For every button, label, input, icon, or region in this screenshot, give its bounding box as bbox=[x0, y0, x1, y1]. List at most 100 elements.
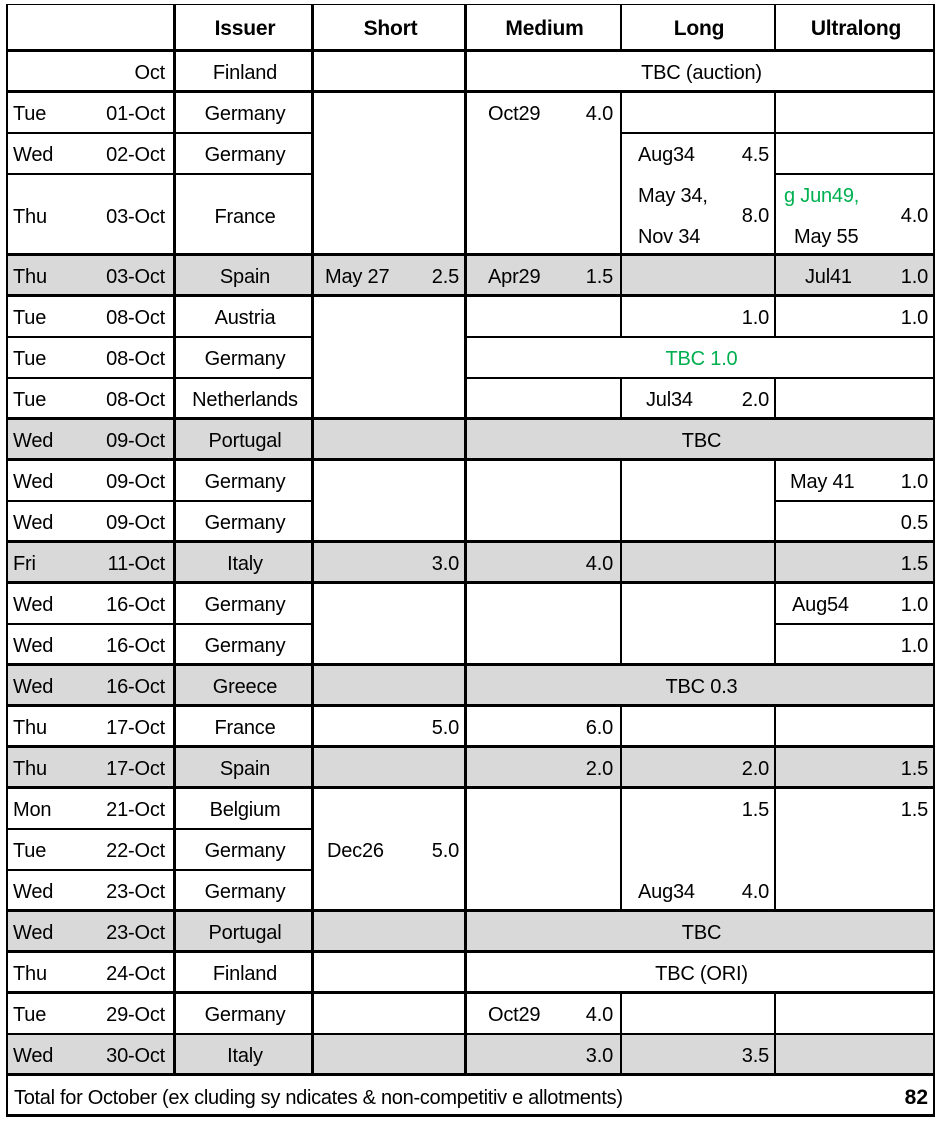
cell-medium: Apr29 1.5 bbox=[466, 255, 621, 296]
cell-ultralong-size: 4.0 bbox=[900, 205, 928, 227]
rule-col-date-issuer bbox=[173, 4, 175, 1075]
cell-day: Wed bbox=[13, 922, 54, 944]
cell-short bbox=[313, 51, 466, 92]
cell-date: 30-Oct bbox=[106, 1045, 165, 1067]
cell-long-size: 4.0 bbox=[741, 881, 769, 903]
cell-date: 09-Oct bbox=[106, 430, 165, 452]
cell-long: 3.5 bbox=[621, 1034, 775, 1075]
cell-long-size: 3.5 bbox=[741, 1045, 769, 1067]
cell-date: 08-Oct bbox=[106, 307, 165, 329]
cell-medium-size: 4.0 bbox=[585, 103, 613, 125]
header-label-ultralong: Ultralong bbox=[810, 17, 902, 40]
cell-date: 02-Oct bbox=[106, 144, 165, 166]
cell-date: 09-Oct bbox=[106, 512, 165, 534]
cell-ultralong: g Jun49, May 55 4.0 bbox=[775, 174, 935, 255]
cell-short bbox=[313, 747, 466, 788]
cell-medium: 3.0 bbox=[466, 1034, 621, 1075]
cell-issuer: Spain bbox=[175, 747, 313, 788]
cell-long-tenor-line2: Nov 34 bbox=[638, 226, 701, 248]
cell-long bbox=[621, 460, 775, 542]
cell-short-tenor: Dec26 bbox=[327, 840, 384, 862]
cell-issuer-label: Portugal bbox=[208, 430, 282, 452]
cell-date: 01-Oct bbox=[106, 103, 165, 125]
cell-ultralong-tenor: May 41 bbox=[790, 471, 855, 493]
rule-under-header bbox=[6, 49, 935, 52]
cell-issuer-label: Germany bbox=[204, 144, 286, 166]
cell-date: 03-Oct bbox=[106, 266, 165, 288]
table-row: Tue 08-Oct bbox=[6, 337, 175, 378]
cell-medium-tenor: Oct29 bbox=[488, 103, 541, 125]
span-note-label: TBC 0.3 bbox=[665, 676, 738, 698]
cell-issuer: Germany bbox=[175, 624, 313, 665]
rule-block-sep bbox=[6, 909, 935, 912]
cell-day: Thu bbox=[13, 717, 47, 739]
cell-long-tenor: Aug34 bbox=[638, 144, 695, 166]
cell-issuer: Netherlands bbox=[175, 378, 313, 419]
span-note-label: TBC bbox=[681, 922, 722, 944]
cell-long-size: 1.5 bbox=[741, 799, 769, 821]
cell-span-note: TBC (ORI) bbox=[466, 952, 935, 993]
rule-col-issuer-short bbox=[311, 4, 313, 1075]
span-note-label: TBC bbox=[681, 430, 722, 452]
rule-block-sep bbox=[6, 745, 935, 748]
header-cell-ultralong: Ultralong bbox=[775, 4, 935, 51]
table-row: Wed 09-Oct bbox=[6, 460, 175, 501]
cell-date: 03-Oct bbox=[106, 206, 165, 228]
cell-day: Wed bbox=[13, 881, 54, 903]
table-row: Wed 16-Oct bbox=[6, 583, 175, 624]
cell-long bbox=[621, 706, 775, 747]
cell-long: 1.5 Aug34 4.0 bbox=[621, 788, 775, 911]
cell-date: 17-Oct bbox=[106, 758, 165, 780]
cell-short bbox=[313, 92, 466, 255]
rule-block-sep bbox=[6, 704, 935, 707]
cell-issuer: Germany bbox=[175, 829, 313, 870]
cell-issuer-label: France bbox=[214, 206, 276, 228]
cell-ultralong bbox=[775, 1034, 935, 1075]
table-row: Thu 03-Oct bbox=[6, 255, 175, 296]
cell-ultralong-size: 1.0 bbox=[900, 635, 928, 657]
table-row: Wed 30-Oct bbox=[6, 1034, 175, 1075]
cell-medium-size: 3.0 bbox=[585, 1045, 613, 1067]
rule-col-short-medium bbox=[464, 4, 466, 1075]
cell-issuer-label: Germany bbox=[204, 471, 286, 493]
cell-long bbox=[621, 542, 775, 583]
cell-medium bbox=[466, 788, 621, 911]
cell-medium: Oct29 4.0 bbox=[466, 993, 621, 1034]
cell-day: Wed bbox=[13, 512, 54, 534]
cell-day: Tue bbox=[13, 1004, 47, 1026]
cell-long-size: 2.0 bbox=[741, 758, 769, 780]
cell-day: Tue bbox=[13, 348, 47, 370]
cell-medium bbox=[466, 378, 621, 419]
table-row: Wed 23-Oct bbox=[6, 911, 175, 952]
rule-block-sep bbox=[6, 663, 935, 666]
cell-issuer-label: Germany bbox=[204, 881, 286, 903]
rule-block-sep bbox=[6, 991, 935, 994]
cell-ultralong: Jul41 1.0 bbox=[775, 255, 935, 296]
cell-medium: 4.0 bbox=[466, 542, 621, 583]
table-row: Tue 22-Oct bbox=[6, 829, 175, 870]
cell-day: Wed bbox=[13, 144, 54, 166]
cell-short bbox=[313, 296, 466, 419]
cell-day: Fri bbox=[13, 553, 36, 575]
cell-day: Wed bbox=[13, 635, 54, 657]
rule-block-sep bbox=[6, 458, 935, 461]
cell-short bbox=[313, 1034, 466, 1075]
table-row: Wed 02-Oct bbox=[6, 133, 175, 174]
span-note-label: TBC (auction) bbox=[641, 62, 762, 84]
cell-ultralong-size: 1.5 bbox=[900, 553, 928, 575]
cell-issuer-label: Germany bbox=[204, 840, 286, 862]
rule-block-sep bbox=[6, 294, 935, 297]
cell-short: 5.0 bbox=[313, 706, 466, 747]
cell-ultralong: Aug54 1.0 bbox=[775, 583, 935, 624]
cell-ultralong: 1.5 bbox=[775, 788, 935, 911]
cell-issuer: Germany bbox=[175, 870, 313, 911]
header-cell-short: Short bbox=[313, 4, 466, 51]
header-cell-medium: Medium bbox=[466, 4, 621, 51]
cell-long: Jul34 2.0 bbox=[621, 378, 775, 419]
cell-date: 16-Oct bbox=[106, 594, 165, 616]
cell-long-size: 8.0 bbox=[741, 205, 769, 227]
cell-day: Wed bbox=[13, 430, 54, 452]
cell-day: Thu bbox=[13, 758, 47, 780]
cell-short-size: 2.5 bbox=[431, 266, 459, 288]
